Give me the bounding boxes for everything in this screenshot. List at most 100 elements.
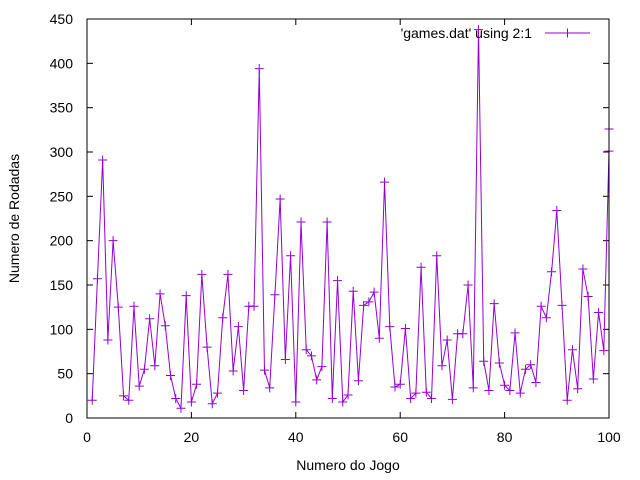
data-point-marker	[254, 64, 264, 74]
data-point-marker	[343, 390, 353, 400]
data-point-marker	[427, 393, 437, 403]
data-point-marker	[87, 395, 97, 405]
data-point-marker	[202, 342, 212, 352]
data-point-marker	[447, 394, 457, 404]
data-point-marker	[474, 25, 483, 35]
y-tick-label: 250	[50, 188, 74, 204]
data-point-marker	[103, 335, 113, 345]
data-point-marker	[573, 384, 583, 394]
data-point-marker	[494, 358, 504, 368]
data-point-marker	[385, 322, 395, 332]
data-point-marker	[192, 379, 202, 389]
data-point-marker	[296, 217, 306, 227]
data-point-marker	[306, 351, 316, 361]
data-point-marker	[348, 286, 358, 296]
data-point-marker	[113, 302, 123, 312]
data-point-marker	[275, 194, 285, 204]
data-point-marker	[364, 297, 374, 307]
data-point-marker	[155, 289, 165, 299]
data-point-marker	[322, 217, 332, 227]
data-point-marker	[207, 399, 217, 409]
data-point-marker	[223, 269, 233, 279]
y-tick-label: 150	[50, 277, 74, 293]
data-point-marker	[510, 328, 520, 338]
data-point-marker	[239, 386, 249, 396]
x-tick-label: 0	[83, 429, 91, 445]
y-tick-label: 50	[57, 366, 73, 382]
data-point-marker	[369, 287, 379, 297]
data-point-marker	[338, 397, 348, 407]
data-point-marker	[536, 301, 546, 311]
data-point-marker	[380, 177, 390, 187]
data-point-marker	[416, 262, 426, 272]
data-point-marker	[484, 386, 494, 396]
data-point-marker	[134, 381, 144, 391]
data-point-marker	[119, 391, 129, 401]
data-point-marker	[233, 322, 243, 332]
data-point-marker	[588, 374, 598, 384]
data-point-marker	[353, 376, 363, 386]
data-point-marker	[479, 356, 489, 366]
data-point-marker	[374, 333, 384, 343]
data-point-marker	[515, 388, 525, 398]
legend-marker	[563, 28, 572, 38]
y-tick-label: 450	[50, 11, 74, 27]
data-point-marker	[228, 366, 238, 376]
data-point-marker	[552, 206, 562, 216]
y-tick-label: 200	[50, 233, 74, 249]
data-point-marker	[505, 386, 515, 396]
x-tick-label: 20	[184, 429, 200, 445]
data-point-marker	[92, 274, 102, 284]
data-point-marker	[489, 299, 499, 309]
data-point-marker	[171, 393, 181, 403]
data-point-marker	[181, 291, 191, 301]
data-point-marker	[327, 393, 337, 403]
data-point-marker	[583, 292, 593, 302]
axis-ticks	[86, 18, 610, 419]
series-tail-segment	[608, 148, 609, 152]
data-point-marker	[390, 382, 400, 392]
data-point-marker	[108, 236, 118, 246]
series-line	[91, 29, 609, 411]
x-tick-label: 100	[597, 429, 621, 445]
data-point-marker	[312, 375, 322, 385]
data-point-marker	[286, 251, 296, 261]
data-point-marker	[400, 323, 410, 333]
data-point-marker	[280, 354, 290, 364]
data-point-marker	[578, 264, 588, 274]
y-axis-title: Numero de Rodadas	[6, 154, 22, 283]
data-point-marker	[213, 388, 222, 398]
data-point-marker	[594, 307, 604, 317]
data-point-marker	[291, 397, 301, 407]
data-point-marker	[406, 393, 416, 403]
data-point-marker	[547, 267, 557, 277]
data-point-marker	[317, 362, 327, 372]
data-point-marker	[520, 364, 530, 374]
y-tick-label: 100	[50, 321, 74, 337]
data-point-marker	[468, 383, 478, 393]
data-point-marker	[458, 329, 468, 339]
data-point-marker	[599, 346, 609, 356]
data-point-marker	[166, 370, 176, 380]
x-tick-label: 60	[392, 429, 408, 445]
data-point-marker	[160, 321, 170, 331]
data-point-marker	[421, 387, 431, 397]
series-layer	[87, 25, 614, 413]
data-point-marker	[395, 379, 405, 389]
tick-labels: 0 20 40 60 80 100 0 50 100 150 200 250 300 350 400 450	[50, 11, 621, 445]
x-axis-title: Numero do Jogo	[296, 457, 400, 473]
data-point-marker	[411, 388, 421, 398]
data-point-marker	[197, 269, 207, 279]
data-point-marker	[176, 403, 186, 413]
data-point-marker	[557, 300, 567, 310]
data-point-marker	[265, 383, 275, 393]
data-point-marker	[249, 301, 259, 311]
data-point-marker	[541, 313, 551, 323]
data-point-marker	[139, 364, 149, 374]
data-point-marker	[463, 280, 473, 290]
legend: 'games.dat' using 2:1	[401, 25, 590, 41]
y-tick-label: 300	[50, 144, 74, 160]
data-point-marker	[218, 313, 228, 323]
data-point-marker	[270, 290, 280, 300]
